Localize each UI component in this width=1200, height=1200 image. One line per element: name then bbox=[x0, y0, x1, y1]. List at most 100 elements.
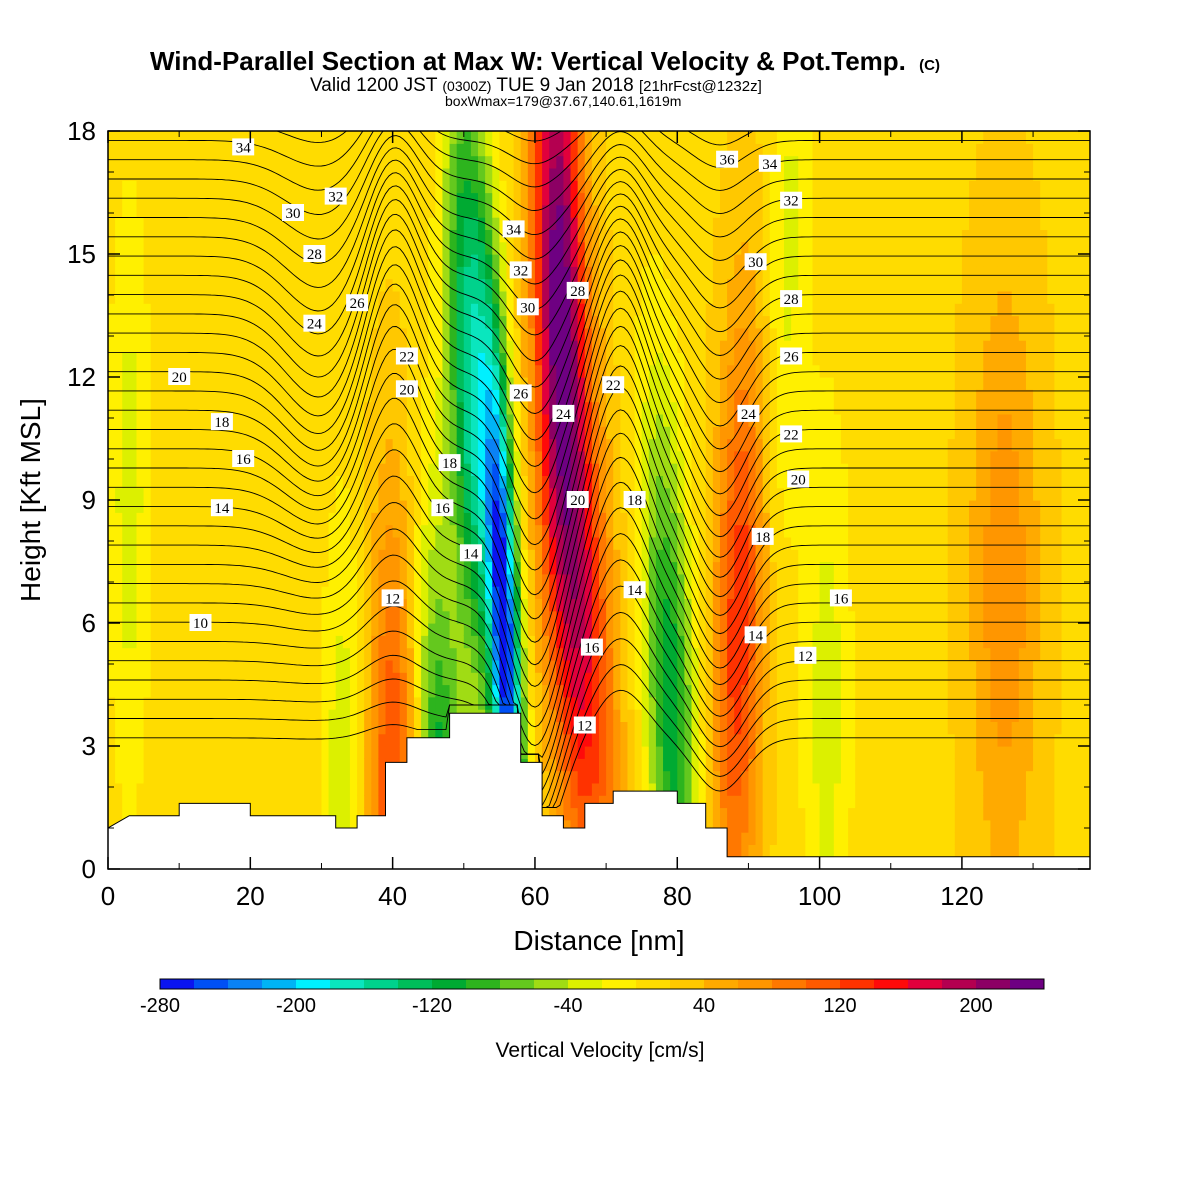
heatmap-cell bbox=[421, 192, 429, 206]
heatmap-cell bbox=[328, 327, 337, 341]
heatmap-cell bbox=[456, 672, 465, 686]
heatmap-cell bbox=[349, 167, 358, 181]
heatmap-cell bbox=[214, 487, 223, 501]
heatmap-cell bbox=[129, 377, 138, 390]
heatmap-cell bbox=[542, 721, 550, 735]
heatmap-cell bbox=[456, 167, 465, 181]
heatmap-cell bbox=[620, 746, 629, 759]
heatmap-cell bbox=[136, 340, 145, 353]
heatmap-cell bbox=[157, 659, 166, 673]
heatmap-cell bbox=[542, 131, 550, 144]
heatmap-cell bbox=[122, 377, 130, 390]
heatmap-cell bbox=[634, 450, 643, 464]
heatmap-cell bbox=[435, 229, 444, 243]
heatmap-cell bbox=[677, 340, 685, 353]
heatmap-cell bbox=[470, 450, 479, 464]
heatmap-cell bbox=[243, 364, 251, 378]
heatmap-cell bbox=[485, 303, 493, 317]
heatmap-cell bbox=[257, 340, 266, 353]
heatmap-cell bbox=[271, 586, 280, 599]
heatmap-cell bbox=[335, 782, 344, 796]
heatmap-cell bbox=[307, 327, 315, 341]
heatmap-cell bbox=[684, 463, 693, 476]
heatmap-cell bbox=[513, 377, 522, 390]
heatmap-cell bbox=[349, 155, 358, 169]
heatmap-cell bbox=[485, 561, 493, 575]
heatmap-cell bbox=[613, 524, 621, 538]
heatmap-cell bbox=[499, 180, 508, 194]
heatmap-cell bbox=[385, 672, 394, 686]
heatmap-cell bbox=[221, 389, 230, 403]
heatmap-cell bbox=[442, 623, 451, 636]
heatmap-cell bbox=[584, 303, 593, 317]
heatmap-cell bbox=[421, 524, 429, 538]
heatmap-cell bbox=[613, 512, 621, 526]
heatmap-cell bbox=[684, 303, 693, 317]
heatmap-cell bbox=[684, 315, 693, 329]
heatmap-cell bbox=[364, 524, 372, 538]
heatmap-cell bbox=[378, 684, 387, 698]
heatmap-cell bbox=[122, 610, 130, 624]
heatmap-cell bbox=[157, 475, 166, 489]
heatmap-cell bbox=[214, 586, 223, 599]
heatmap-cell bbox=[570, 746, 579, 759]
heatmap-cell bbox=[364, 610, 372, 624]
heatmap-cell bbox=[392, 426, 401, 440]
heatmap-cell bbox=[470, 241, 479, 255]
heatmap-cell bbox=[606, 635, 614, 649]
heatmap-cell bbox=[392, 610, 401, 624]
heatmap-cell bbox=[655, 647, 664, 661]
heatmap-cell bbox=[655, 131, 664, 144]
heatmap-cell bbox=[228, 623, 237, 636]
heatmap-cell bbox=[193, 131, 202, 144]
heatmap-cell bbox=[677, 475, 685, 489]
heatmap-cell bbox=[691, 721, 700, 735]
heatmap-cell bbox=[627, 610, 636, 624]
heatmap-cell bbox=[250, 426, 259, 440]
heatmap-cell bbox=[492, 290, 500, 304]
heatmap-cell bbox=[307, 696, 315, 710]
heatmap-cell bbox=[278, 561, 287, 575]
heatmap-cell bbox=[470, 512, 479, 526]
heatmap-cell bbox=[577, 549, 586, 563]
heatmap-cell bbox=[278, 549, 287, 563]
heatmap-cell bbox=[300, 303, 308, 317]
heatmap-cell bbox=[342, 340, 351, 353]
heatmap-cell bbox=[214, 401, 223, 415]
heatmap-cell bbox=[307, 598, 315, 612]
heatmap-cell bbox=[278, 180, 287, 194]
heatmap-cell bbox=[164, 401, 173, 415]
heatmap-cell bbox=[534, 290, 543, 304]
heatmap-cell bbox=[485, 143, 493, 157]
heatmap-cell bbox=[264, 659, 273, 673]
heatmap-cell bbox=[143, 672, 152, 686]
heatmap-cell bbox=[271, 389, 280, 403]
heatmap-cell bbox=[349, 463, 358, 476]
heatmap-cell bbox=[606, 659, 614, 673]
heatmap-cell bbox=[342, 549, 351, 563]
heatmap-cell bbox=[620, 524, 629, 538]
heatmap-cell bbox=[164, 438, 173, 452]
heatmap-cell bbox=[179, 623, 187, 636]
heatmap-cell bbox=[300, 623, 308, 636]
heatmap-cell bbox=[179, 450, 187, 464]
heatmap-cell bbox=[421, 401, 429, 415]
heatmap-cell bbox=[271, 500, 280, 513]
heatmap-cell bbox=[172, 438, 180, 452]
heatmap-cell bbox=[421, 500, 429, 513]
heatmap-cell bbox=[385, 340, 394, 353]
heatmap-cell bbox=[129, 254, 138, 267]
heatmap-cell bbox=[527, 610, 536, 624]
heatmap-cell bbox=[300, 401, 308, 415]
heatmap-cell bbox=[207, 758, 216, 772]
heatmap-cell bbox=[684, 389, 693, 403]
heatmap-cell bbox=[335, 795, 344, 809]
heatmap-cell bbox=[228, 659, 237, 673]
heatmap-cell bbox=[221, 377, 230, 390]
heatmap-cell bbox=[442, 155, 451, 169]
heatmap-cell bbox=[285, 413, 294, 427]
heatmap-cell bbox=[691, 401, 700, 415]
heatmap-cell bbox=[684, 709, 693, 722]
heatmap-cell bbox=[321, 733, 330, 747]
heatmap-cell bbox=[157, 782, 166, 796]
